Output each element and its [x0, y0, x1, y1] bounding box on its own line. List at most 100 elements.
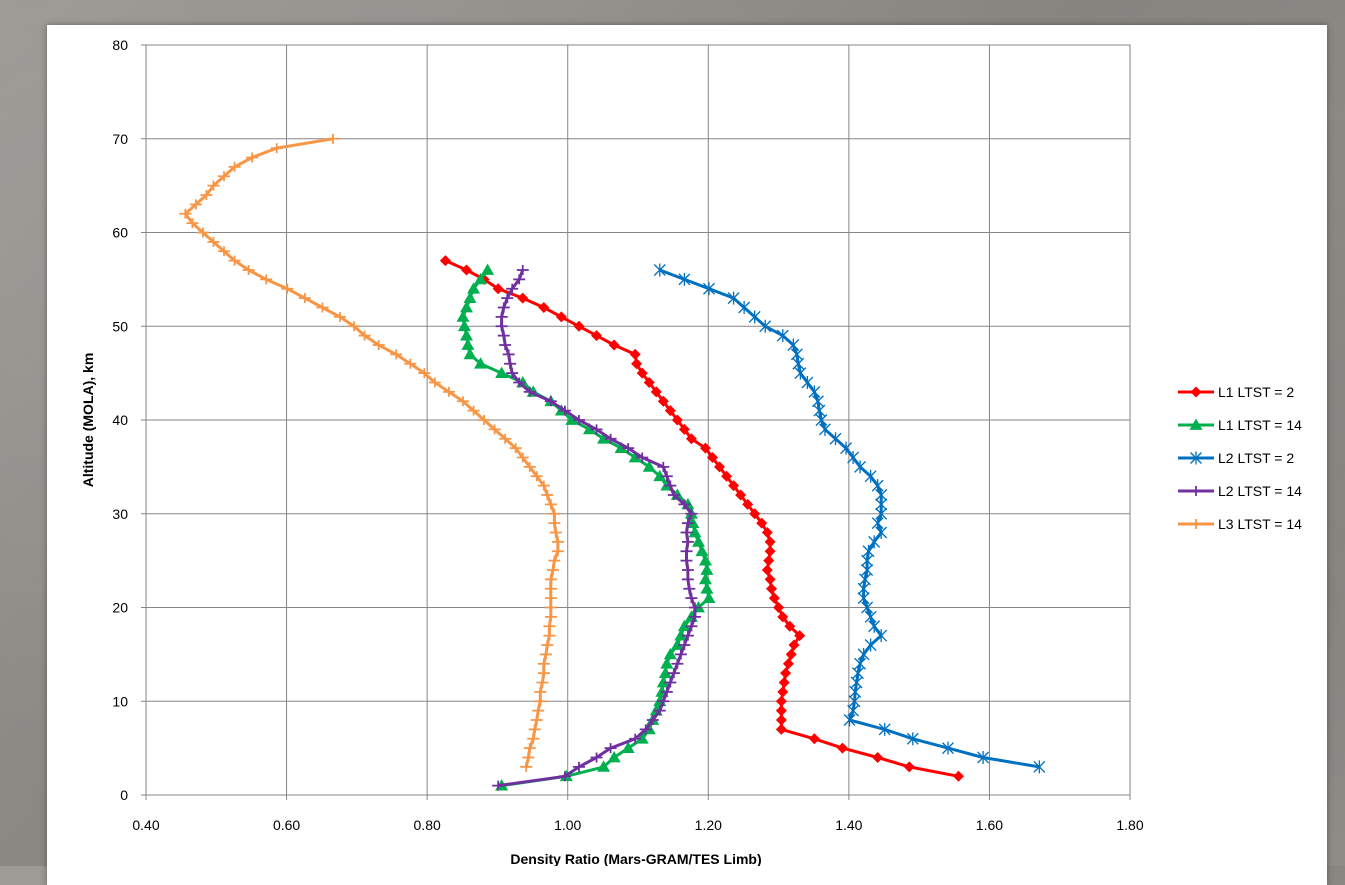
legend-item: L2 LTST = 14 [1178, 483, 1302, 499]
data-point [674, 649, 687, 660]
data-point [463, 291, 477, 303]
chart-frame [47, 25, 1327, 885]
data-point [604, 433, 617, 444]
legend-label: L2 LTST = 2 [1218, 450, 1294, 466]
data-point [813, 404, 826, 418]
data-point [590, 424, 603, 435]
data-point [501, 293, 514, 304]
data-point [460, 301, 474, 313]
data-point [854, 460, 867, 474]
data-point [650, 386, 662, 398]
data-point [548, 518, 561, 529]
axes: 0.40 0.60 0.80 1.00 1.20 1.40 1.60 1.80 0 10 20 30 4… [112, 37, 1143, 833]
y-tick-label: 0 [120, 787, 128, 803]
data-point [573, 320, 585, 332]
data-point [537, 658, 550, 669]
legend-marker [1190, 486, 1202, 496]
data-point [218, 171, 231, 182]
data-point [667, 668, 680, 679]
data-point [763, 555, 775, 567]
density-ratio-chart: 0.40 0.60 0.80 1.00 1.20 1.40 1.60 1.80 0 10 20 30 4… [80, 37, 1302, 866]
data-point [520, 761, 533, 772]
data-point [404, 358, 417, 369]
data-point [738, 301, 751, 314]
data-point [642, 460, 656, 472]
data-point [636, 367, 648, 379]
data-point [764, 545, 776, 557]
data-point [548, 508, 561, 519]
data-point [680, 546, 693, 557]
data-point [653, 705, 666, 716]
data-point [664, 480, 677, 491]
data-point [504, 358, 517, 369]
data-point [847, 451, 860, 464]
data-point [819, 422, 831, 436]
data-point [372, 340, 385, 350]
data-point [565, 413, 579, 425]
series-line [659, 268, 1040, 769]
data-point [614, 441, 628, 453]
data-point [537, 480, 550, 491]
data-point [775, 705, 787, 717]
data-point [583, 422, 597, 435]
data-point [953, 770, 965, 782]
data-point [495, 366, 509, 378]
data-point [773, 602, 785, 613]
data-point [691, 535, 705, 547]
data-point [513, 377, 526, 388]
data-point [428, 377, 441, 388]
data-point [532, 705, 545, 716]
legend-marker [1189, 418, 1203, 430]
data-point [671, 414, 683, 426]
data-point [228, 255, 241, 266]
data-point [748, 310, 761, 324]
data-point [742, 498, 754, 510]
data-point [622, 443, 635, 454]
data-point [281, 283, 294, 294]
data-point [544, 593, 557, 604]
data-point [218, 246, 231, 257]
data-point [681, 630, 694, 641]
data-point [543, 630, 556, 641]
x-tick-label: 1.20 [695, 817, 722, 833]
series-line [183, 137, 560, 768]
data-point [663, 647, 677, 660]
data-point [260, 274, 273, 285]
data-point [621, 741, 635, 753]
y-tick-label: 30 [112, 506, 128, 522]
data-point [492, 780, 505, 791]
data-point [572, 415, 585, 425]
data-point [777, 686, 789, 698]
y-tick-label: 80 [112, 37, 128, 53]
data-point [698, 554, 712, 566]
data-point [861, 563, 874, 577]
data-point [660, 686, 673, 697]
data-point [749, 508, 761, 520]
data-point [785, 648, 797, 660]
data-point [768, 592, 780, 604]
data-point [664, 405, 676, 417]
data-point [551, 546, 564, 557]
data-point [534, 686, 547, 697]
data-point [794, 630, 806, 642]
data-point [537, 668, 550, 679]
data-point [681, 574, 694, 585]
data-point [474, 357, 488, 369]
data-point [700, 563, 714, 575]
data-point [544, 574, 557, 585]
data-point [678, 423, 690, 435]
legend-marker [1190, 451, 1202, 465]
data-point [186, 218, 199, 229]
data-point [681, 565, 694, 575]
data-point [685, 593, 698, 604]
data-point [714, 461, 726, 473]
data-point [703, 282, 715, 296]
data-point [517, 292, 529, 304]
data-point [782, 658, 794, 670]
data-point [688, 526, 702, 538]
data-point [875, 629, 888, 643]
data-point [523, 461, 536, 472]
data-point [543, 621, 556, 632]
data-point [788, 639, 800, 651]
data-point [656, 676, 670, 688]
